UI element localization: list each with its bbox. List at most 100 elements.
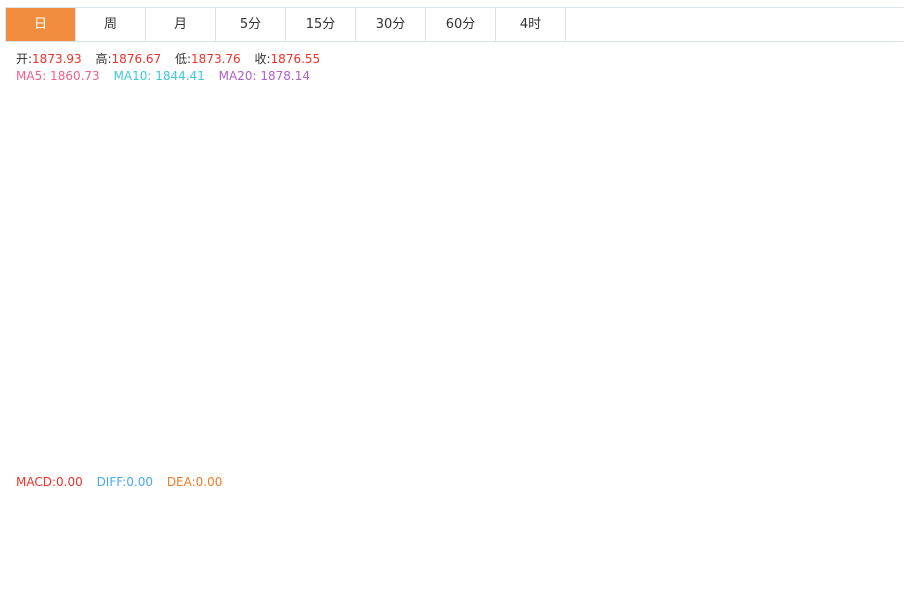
candle-body <box>172 180 182 202</box>
candle-body <box>28 157 38 160</box>
macd-bar <box>51 539 63 554</box>
last-price-label: 1876.55 <box>842 314 892 328</box>
candle-body <box>496 231 506 233</box>
macd-bar <box>555 510 567 554</box>
candle-body <box>160 135 170 182</box>
candle <box>64 90 74 136</box>
macd-bar <box>663 553 675 559</box>
candle <box>208 176 218 207</box>
candle <box>364 222 374 248</box>
price-tick-label: 1982.18 <box>841 93 891 107</box>
macd-bar <box>687 553 699 585</box>
macd-bar <box>699 553 711 589</box>
macd-tick-label: 19.24 <box>840 494 874 508</box>
candle <box>664 313 674 361</box>
candle-body <box>460 192 470 219</box>
candle <box>520 221 530 257</box>
candle-body <box>712 431 722 438</box>
candle <box>100 136 110 164</box>
macd-bar <box>87 537 99 554</box>
candle-body <box>556 222 566 252</box>
tab-1[interactable]: 周 <box>76 8 146 41</box>
candle-body <box>412 183 422 197</box>
candle-body <box>388 230 398 243</box>
ma10-line <box>8 135 790 391</box>
candle <box>160 135 170 187</box>
price-tick-label: 1924.43 <box>841 213 891 227</box>
candle <box>352 230 362 281</box>
candle-body <box>508 226 518 232</box>
candle <box>424 172 434 192</box>
macd-bar <box>39 539 51 554</box>
price-tick-label: 1953.30 <box>841 153 891 167</box>
candle-body <box>292 268 302 291</box>
candle <box>472 211 482 241</box>
macd-bar <box>183 537 195 554</box>
candle-body <box>700 418 710 433</box>
candle <box>652 263 662 328</box>
macd-tick-label: 8.29 <box>840 524 867 538</box>
candle-body <box>196 182 206 203</box>
candle <box>496 210 506 233</box>
candle <box>640 236 650 273</box>
tab-0[interactable]: 日 <box>6 8 76 41</box>
low-label: 低: <box>175 52 192 66</box>
candle <box>436 162 446 201</box>
macd-bar <box>159 535 171 554</box>
tab-3[interactable]: 5分 <box>216 8 286 41</box>
macd-value: MACD:0.00 <box>16 475 83 489</box>
candle-body <box>352 240 362 278</box>
dea-line <box>9 514 790 578</box>
price-tick-label: 1895.56 <box>841 274 891 288</box>
macd-bar <box>243 553 255 562</box>
macd-bar <box>495 546 507 554</box>
candle <box>676 312 686 383</box>
candle <box>340 262 350 295</box>
tab-2[interactable]: 月 <box>146 8 216 41</box>
candle <box>448 176 458 197</box>
candle <box>388 217 398 251</box>
candle <box>748 347 758 388</box>
candle-body <box>652 271 662 324</box>
price-tick-label: 1909.99 <box>841 243 891 257</box>
candle <box>700 410 710 448</box>
macd-bar <box>423 547 435 554</box>
candle <box>4 140 14 163</box>
candle-body <box>784 320 794 326</box>
candle <box>112 108 122 143</box>
open-value: 1873.93 <box>32 52 82 66</box>
price-tick-label: 1823.37 <box>841 424 891 438</box>
candle <box>328 275 338 303</box>
candle <box>52 103 62 128</box>
candle-body <box>112 122 122 140</box>
candle-body <box>100 137 110 158</box>
macd-bar <box>351 553 363 574</box>
last-price-badge <box>835 312 905 330</box>
macd-bar <box>591 497 603 554</box>
diff-line <box>8 506 790 591</box>
macd-bar <box>291 553 303 589</box>
candle <box>232 205 242 243</box>
candle-body <box>184 198 194 203</box>
tab-6[interactable]: 60分 <box>426 8 496 41</box>
tab-7[interactable]: 4时 <box>496 8 566 41</box>
candle-body <box>532 245 542 257</box>
candle <box>88 130 98 162</box>
candle <box>220 192 230 224</box>
ma20-line <box>8 135 790 319</box>
macd-bar <box>3 553 15 560</box>
macd-bar <box>339 553 351 581</box>
candle-body <box>640 237 650 273</box>
candle-body <box>772 326 782 358</box>
tab-4[interactable]: 15分 <box>286 8 356 41</box>
candle-body <box>340 277 350 284</box>
candle <box>256 228 266 249</box>
open-label: 开: <box>16 52 33 66</box>
tab-5[interactable]: 30分 <box>356 8 426 41</box>
candle-body <box>364 236 374 242</box>
candle-body <box>16 147 26 158</box>
candle-body <box>316 292 326 296</box>
candle <box>316 278 326 299</box>
candle <box>400 192 410 243</box>
